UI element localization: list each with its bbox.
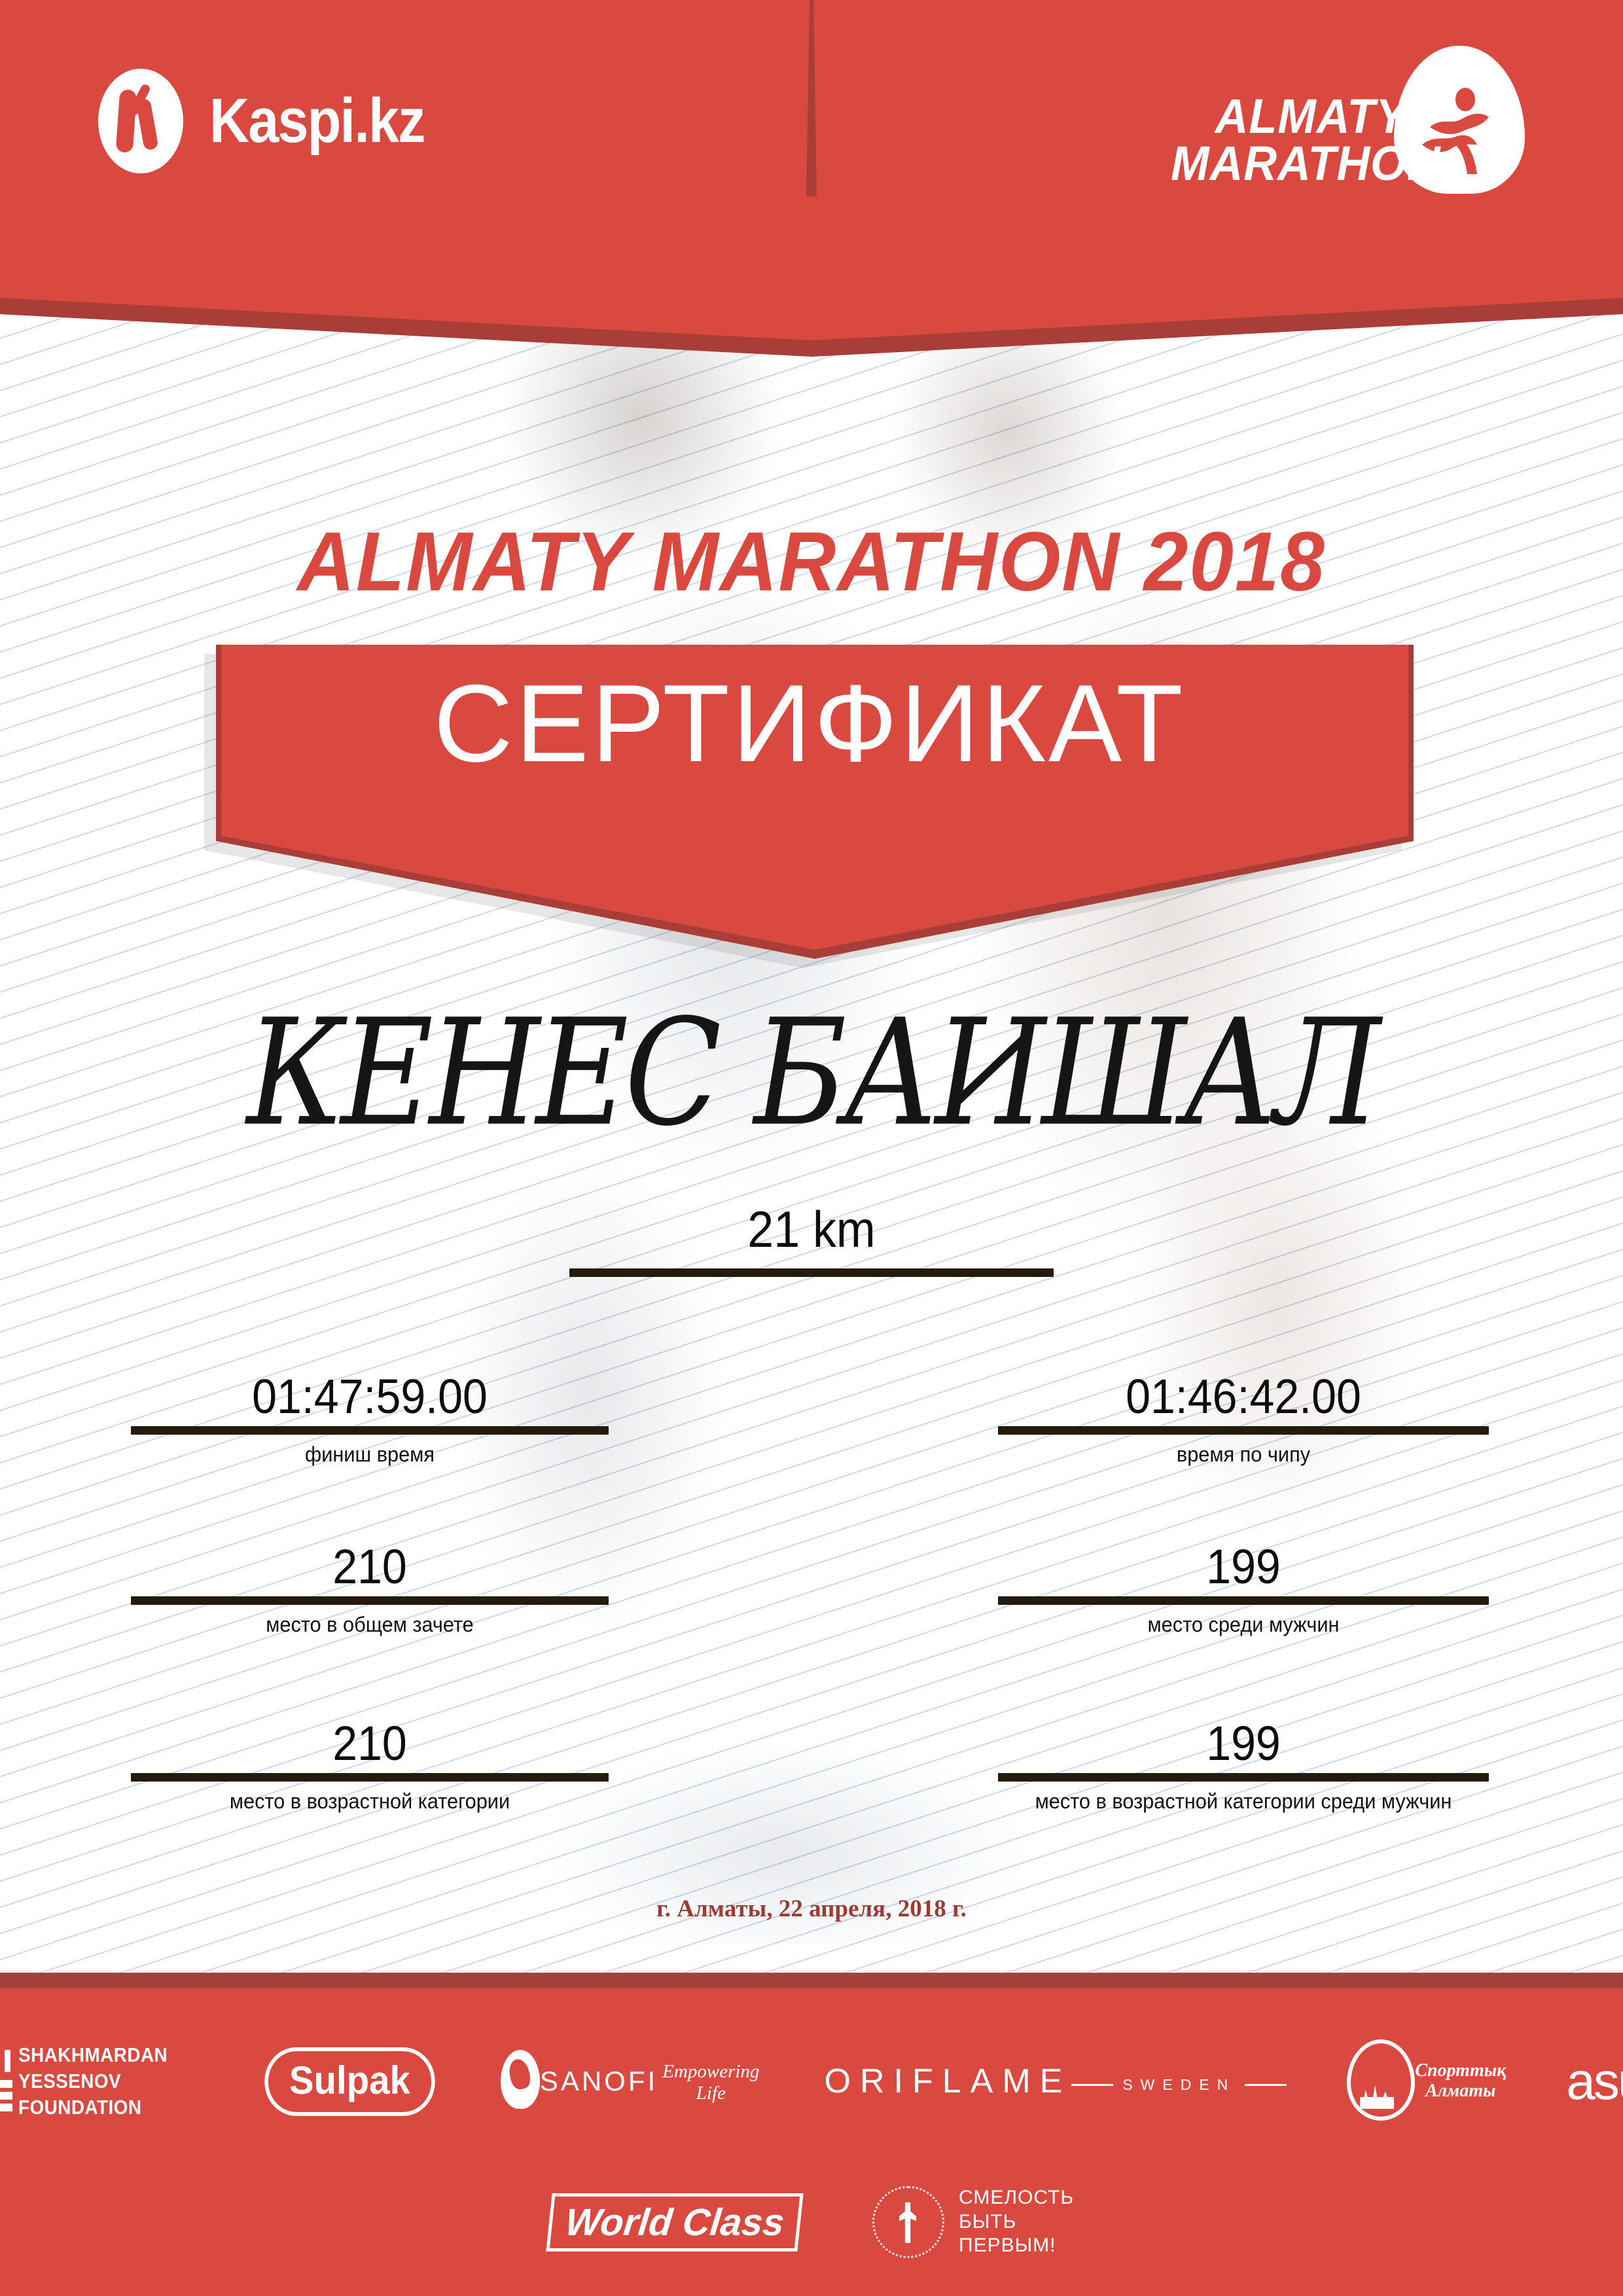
smelost-line3: ПЕРВЫМ! bbox=[959, 2234, 1056, 2257]
date-line: г. Алматы, 22 апреля, 2018 г. bbox=[656, 1895, 967, 1922]
field-finish-time: 01:47:59.00 финиш время bbox=[131, 1371, 609, 1467]
age-place-value: 210 bbox=[332, 1716, 407, 1770]
almaty-marathon-logo[interactable]: ALMATY MARATHON bbox=[1158, 46, 1525, 223]
chip-time-label: время по чипу bbox=[1176, 1442, 1311, 1466]
marathon-runner-icon bbox=[1422, 88, 1489, 174]
sponsor-world-class[interactable]: World Class bbox=[546, 2193, 804, 2251]
age-place-label: место в возрастной категории bbox=[229, 1789, 510, 1813]
field-age-men-place: 199 место в возрастной категории среди м… bbox=[998, 1718, 1489, 1814]
kaspi-logo-text: Kaspi.kz bbox=[209, 86, 425, 156]
distance-rule bbox=[569, 1268, 1054, 1277]
yessenov-line1: SHAKHMARDAN YESSENOV bbox=[18, 2043, 168, 2093]
field-age-place: 210 место в возрастной категории bbox=[131, 1718, 609, 1814]
yessenov-mark-icon bbox=[0, 2049, 12, 2113]
age-men-place-value: 199 bbox=[1206, 1716, 1281, 1770]
age-men-place-rule bbox=[998, 1772, 1489, 1782]
sport-almaty-line2: Алматы bbox=[1425, 2081, 1496, 2101]
footer-divider bbox=[0, 1973, 1623, 1988]
sponsor-sulpak[interactable]: Sulpak bbox=[264, 2047, 435, 2116]
kaspi-mark-icon bbox=[98, 69, 183, 173]
sport-almaty-seal-icon bbox=[1347, 2039, 1416, 2121]
sponsor-yessenov-foundation[interactable]: SHAKHMARDAN YESSENOV FOUNDATION bbox=[0, 2042, 199, 2120]
finish-time-label: финиш время bbox=[305, 1442, 435, 1466]
men-place-value: 199 bbox=[1206, 1539, 1281, 1594]
yessenov-label: SHAKHMARDAN YESSENOV FOUNDATION bbox=[18, 2042, 181, 2120]
smelost-line2: БЫТЬ bbox=[959, 2210, 1017, 2233]
overall-place-rule bbox=[131, 1596, 609, 1605]
distance-value: 21 km bbox=[747, 1200, 876, 1258]
chip-time-value: 01:46:42.00 bbox=[1126, 1369, 1361, 1424]
sanofi-tagline: Empowering Life bbox=[662, 2061, 760, 2104]
banner-label: СЕРТИФИКАТ bbox=[433, 662, 1186, 785]
field-distance: 21 km bbox=[569, 1200, 1054, 1277]
sponsor-row-1: SHAKHMARDAN YESSENOV FOUNDATION Sulpak S… bbox=[0, 2032, 1623, 2130]
sponsor-sport-almaty[interactable]: Спорттық Алматы bbox=[1347, 2039, 1506, 2123]
chip-time-rule bbox=[998, 1426, 1489, 1435]
smelost-label: СМЕЛОСТЬ БЫТЬ ПЕРВЫМ! bbox=[959, 2186, 1074, 2258]
page-title: ALMATY MARATHON 2018 bbox=[297, 515, 1326, 609]
smelost-figure-icon bbox=[872, 2186, 945, 2258]
men-place-label: место среди мужчин bbox=[1147, 1612, 1340, 1636]
sponsor-asu[interactable]: asu bbox=[1566, 2052, 1623, 2110]
age-place-rule bbox=[131, 1772, 609, 1782]
oriflame-label: ORIFLAME bbox=[824, 2062, 1072, 2100]
field-overall-place: 210 место в общем зачете bbox=[131, 1541, 609, 1637]
finish-time-value: 01:47:59.00 bbox=[252, 1369, 488, 1424]
sponsor-oriflame[interactable]: ORIFLAME SWEDEN bbox=[825, 2062, 1287, 2101]
sanofi-label: SANOFI bbox=[539, 2066, 658, 2096]
sport-almaty-label: Спорттық Алматы bbox=[1415, 2060, 1507, 2102]
sponsor-row-2: World Class СМЕЛОСТЬ БЫТЬ ПЕРВЫМ! bbox=[0, 2179, 1623, 2265]
header-seam-decoration bbox=[806, 0, 817, 196]
certificate-banner: СЕРТИФИКАТ bbox=[204, 645, 1414, 968]
sponsor-smelost-byt-pervym[interactable]: СМЕЛОСТЬ БЫТЬ ПЕРВЫМ! bbox=[872, 2186, 1074, 2258]
participant-name: КЕНЕС БАИШАЛ bbox=[246, 988, 1380, 1158]
marathon-logo-text: ALMATY MARATHON bbox=[1171, 89, 1441, 190]
age-men-place-label: место в возрастной категории среди мужчи… bbox=[1035, 1789, 1452, 1813]
smelost-line1: СМЕЛОСТЬ bbox=[959, 2187, 1075, 2209]
footer-bar bbox=[0, 1988, 1623, 2296]
sponsor-sanofi[interactable]: SANOFI Empowering Life bbox=[500, 2050, 764, 2113]
field-chip-time: 01:46:42.00 время по чипу bbox=[998, 1371, 1489, 1467]
marathon-logo-line1: ALMATY bbox=[1215, 89, 1407, 143]
overall-place-value: 210 bbox=[332, 1539, 407, 1594]
kaspi-logo[interactable]: Kaspi.kz bbox=[98, 69, 454, 173]
kaspi-arm-shape bbox=[127, 82, 152, 118]
men-place-rule bbox=[998, 1596, 1489, 1605]
marathon-logo-line2: MARATHON bbox=[1171, 135, 1441, 190]
sport-almaty-line1: Спорттық bbox=[1415, 2060, 1507, 2081]
finish-time-rule bbox=[131, 1426, 609, 1435]
overall-place-label: место в общем зачете bbox=[266, 1612, 474, 1636]
oriflame-sublabel: SWEDEN bbox=[1071, 2076, 1287, 2094]
sanofi-mark-icon bbox=[500, 2050, 540, 2109]
yessenov-line2: FOUNDATION bbox=[18, 2095, 142, 2119]
marathon-drop-icon bbox=[1394, 46, 1525, 194]
field-men-place: 199 место среди мужчин bbox=[998, 1541, 1489, 1637]
